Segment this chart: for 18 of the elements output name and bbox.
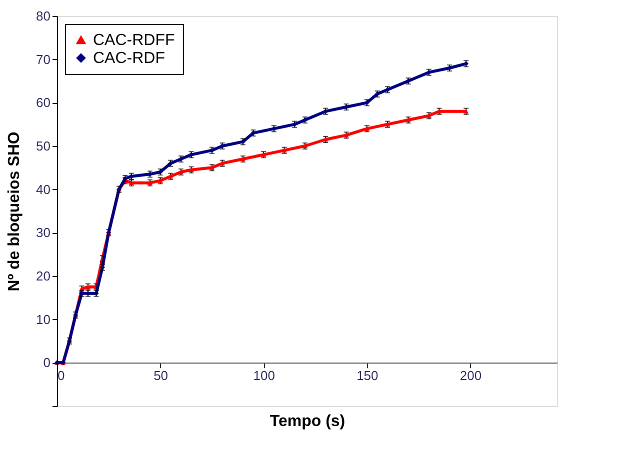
y-tick-label: 60 — [36, 95, 50, 110]
y-tick-label: 30 — [36, 225, 50, 240]
y-tick-label: 80 — [36, 8, 50, 24]
y-axis-title: Nº de bloqueios SHO — [6, 132, 24, 292]
y-tick-label: 20 — [36, 268, 50, 284]
x-tick-label: 50 — [154, 368, 168, 384]
x-tick-label: 150 — [356, 368, 378, 384]
x-tick-label: 100 — [253, 368, 275, 384]
legend-label: CAC-RDF — [93, 50, 166, 67]
x-tick-label: 0 — [58, 368, 65, 384]
y-tick-label: 70 — [36, 52, 50, 67]
x-tick-label: 200 — [460, 368, 482, 384]
y-tick-label: 50 — [36, 138, 50, 154]
y-tick-label: 40 — [36, 182, 50, 197]
y-tick-label: 0 — [43, 355, 50, 370]
legend-label: CAC-RDFF — [93, 32, 175, 49]
y-tick-label: 10 — [36, 312, 50, 327]
x-axis-title: Tempo (s) — [270, 413, 346, 430]
